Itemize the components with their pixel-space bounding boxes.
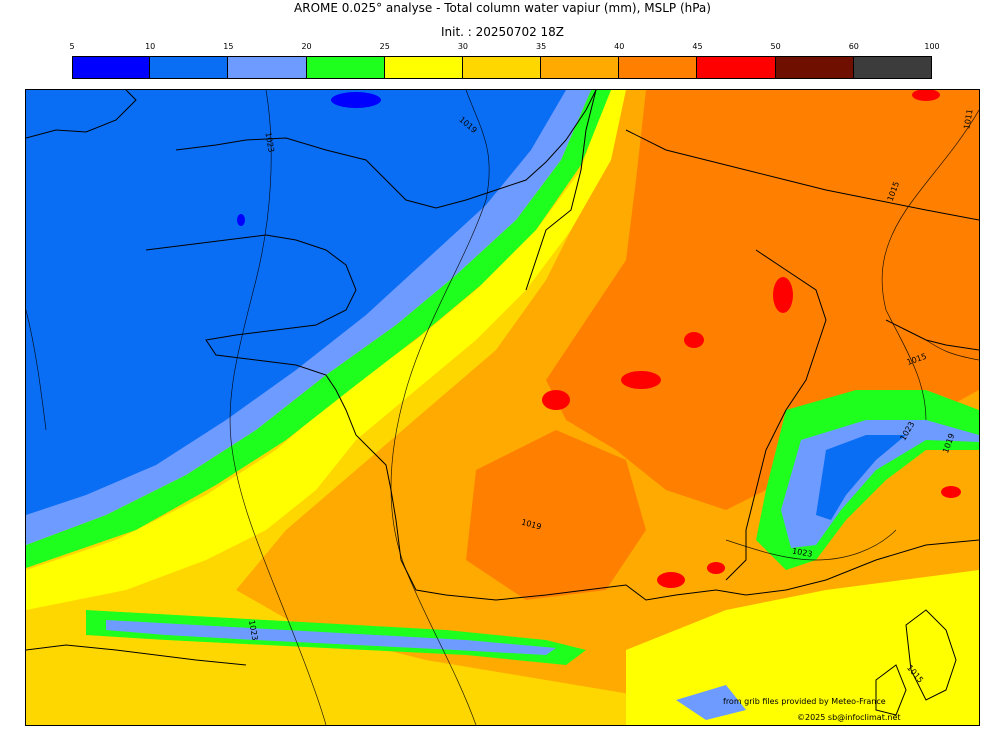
colorbar-tick-label: 100 — [924, 42, 940, 51]
colorbar-cell — [619, 56, 698, 79]
isobars — [26, 90, 979, 725]
colorbar-tick-label: 25 — [379, 42, 390, 51]
field-45-50-f — [707, 562, 725, 574]
field-alps-darkblue — [816, 435, 906, 520]
colorbar-tick-label: 60 — [848, 42, 859, 51]
colorbar-tick-label: 40 — [614, 42, 625, 51]
colorbar-tick-label: 50 — [770, 42, 781, 51]
isobar-label: 1023 — [247, 620, 259, 642]
colorbar-cell — [697, 56, 776, 79]
field-45-50-g — [941, 486, 961, 498]
field-10-15 — [26, 90, 566, 515]
isobar-label: 1023 — [791, 547, 813, 559]
colorbar-cell — [853, 56, 932, 79]
colorbar-tick-label: 5 — [69, 42, 75, 51]
field-med-blue — [676, 685, 746, 720]
colorbar-tick-label: 45 — [692, 42, 703, 51]
map-title: AROME 0.025° analyse - Total column wate… — [294, 1, 711, 15]
colorbar-cell — [150, 56, 229, 79]
field-40-45-central — [466, 430, 646, 600]
isobar-label: 1023 — [263, 132, 275, 154]
coastlines — [26, 90, 979, 716]
field-pyrenees-blue — [106, 620, 556, 655]
field-45-50-a — [542, 390, 570, 410]
isobar-label: 1011 — [962, 108, 974, 130]
field-45-50-e — [657, 572, 685, 588]
colorbar-tick-label: 30 — [457, 42, 468, 51]
colorbar-tick-label: 20 — [301, 42, 312, 51]
field-45-50-h — [912, 90, 940, 101]
colorbar-cell — [384, 56, 463, 79]
field-mediterranean — [626, 570, 979, 725]
colorbar-tick-label: 15 — [223, 42, 234, 51]
colorbar-cell — [462, 56, 542, 79]
copyright-credit: ©2025 sb@infoclimat.net — [797, 713, 901, 722]
init-time: Init. : 20250702 18Z — [440, 25, 565, 39]
colorbar-cell — [306, 56, 385, 79]
colorbar-tick-label: 10 — [145, 42, 156, 51]
field-5-10 — [331, 92, 381, 108]
field-25-30 — [26, 90, 626, 610]
colorbar-cell — [775, 56, 854, 79]
field-5-10-b — [237, 214, 245, 226]
colorbar-tick-label: 35 — [535, 42, 547, 51]
weather-map[interactable]: 1023 1019 1011 1015 1015 1023 1019 1019 … — [25, 89, 980, 726]
map-canvas: 1023 1019 1011 1015 1015 1023 1019 1019 … — [26, 90, 979, 725]
source-credit: from grib files provided by Meteo-France — [723, 697, 886, 706]
field-45-50-c — [684, 332, 704, 348]
colorbar-cell — [228, 56, 307, 79]
field-45-50-d — [773, 277, 793, 313]
field-45-50-b — [621, 371, 661, 389]
colorbar-cell — [72, 56, 151, 79]
colorbar-cell — [541, 56, 620, 79]
